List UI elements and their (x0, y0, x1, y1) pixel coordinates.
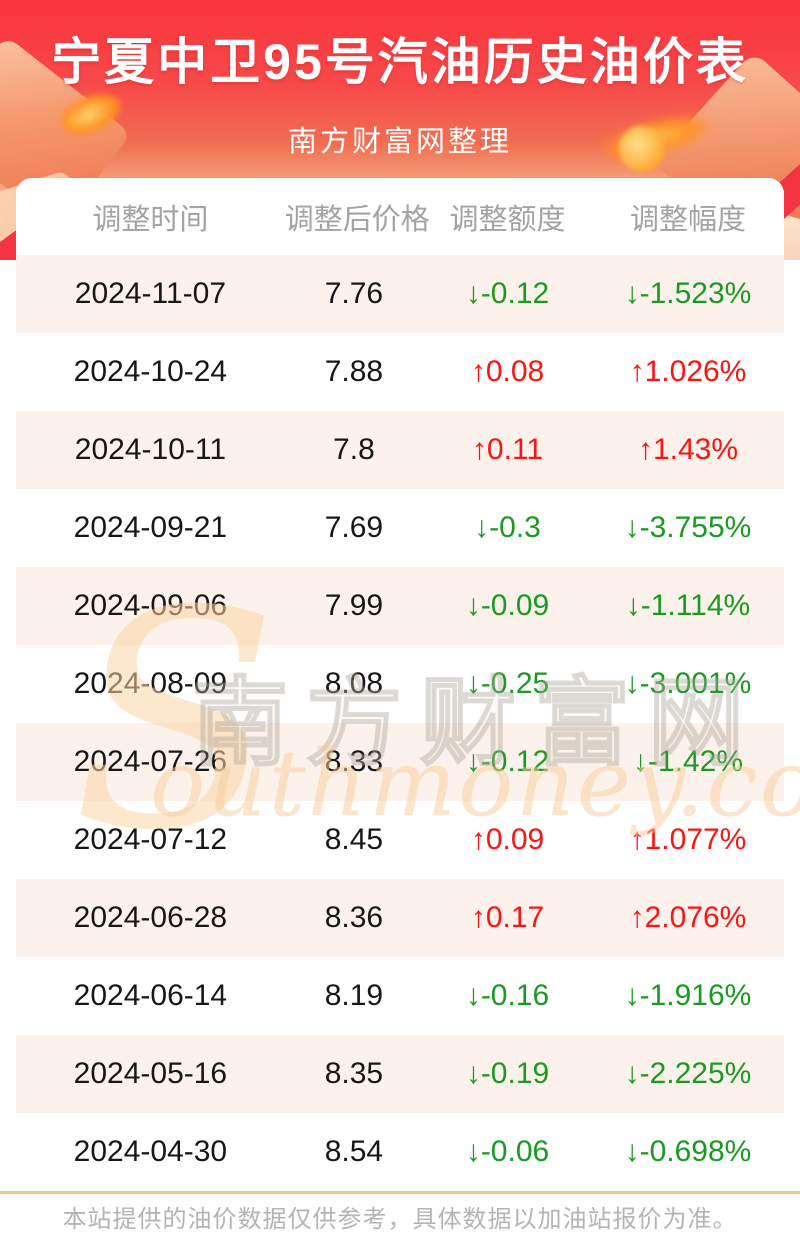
table-row: 2024-05-16 8.35 ↓-0.19 ↓-2.225% (16, 1035, 784, 1113)
cell-change: ↓-0.09 (465, 589, 550, 622)
cell-price: 7.8 (333, 433, 375, 466)
cell-percent: ↓-3.755% (624, 511, 752, 544)
cell-date: 2024-09-06 (73, 589, 228, 622)
cell-date: 2024-09-21 (73, 511, 228, 544)
cell-change: ↓-0.3 (474, 511, 541, 544)
cell-change: ↑0.11 (471, 433, 544, 466)
cell-price: 8.19 (324, 979, 384, 1012)
cell-percent: ↓-3.001% (624, 667, 752, 700)
cell-price: 8.33 (324, 745, 384, 778)
cell-date: 2024-07-12 (73, 823, 228, 856)
table-row: 2024-11-07 7.76 ↓-0.12 ↓-1.523% (16, 255, 784, 333)
cell-price: 8.54 (324, 1135, 384, 1168)
price-table-card: 调整时间 调整后价格 调整额度 调整幅度 2024-11-07 7.76 ↓-0.1… (16, 178, 784, 1191)
cell-change: ↓-0.16 (465, 979, 550, 1012)
table-row: 2024-06-14 8.19 ↓-0.16 ↓-1.916% (16, 957, 784, 1035)
cell-date: 2024-05-16 (73, 1057, 228, 1090)
cell-change: ↓-0.12 (465, 745, 550, 778)
column-header-change: 调整额度 (449, 203, 566, 236)
page-title: 宁夏中卫95号汽油历史油价表 (51, 34, 749, 90)
cell-change: ↑0.17 (470, 901, 545, 934)
cell-change: ↓-0.12 (465, 277, 550, 310)
cell-date: 2024-06-28 (73, 901, 228, 934)
table-row: 2024-08-09 8.08 ↓-0.25 ↓-3.001% (16, 645, 784, 723)
cell-percent: ↓-1.114% (625, 589, 751, 622)
cell-date: 2024-08-09 (73, 667, 228, 700)
column-header-date: 调整时间 (92, 203, 209, 236)
decor-right-coin-icon (619, 126, 665, 172)
cell-change: ↓-0.25 (465, 667, 550, 700)
table-row: 2024-06-28 8.36 ↑0.17 ↑2.076% (16, 879, 784, 957)
page-subtitle: 南方财富网整理 (287, 126, 512, 158)
table-row: 2024-10-24 7.88 ↑0.08 ↑1.026% (16, 333, 784, 411)
cell-date: 2024-10-11 (74, 433, 227, 466)
cell-change: ↓-0.19 (465, 1057, 550, 1090)
cell-percent: ↑1.026% (629, 355, 747, 388)
cell-date: 2024-06-14 (73, 979, 228, 1012)
cell-price: 7.88 (324, 355, 384, 388)
cell-price: 7.69 (324, 511, 384, 544)
footer-note: 本站提供的油价数据仅供参考，具体数据以加油站报价为准。 (62, 1205, 738, 1233)
cell-price: 8.36 (324, 901, 384, 934)
cell-price: 7.76 (324, 277, 384, 310)
cell-percent: ↓-1.916% (624, 979, 752, 1012)
footer-disclaimer: 本站提供的油价数据仅供参考，具体数据以加油站报价为准。 (0, 1191, 800, 1238)
table-row: 2024-09-21 7.69 ↓-0.3 ↓-3.755% (16, 489, 784, 567)
table-row: 2024-10-11 7.8 ↑0.11 ↑1.43% (16, 411, 784, 489)
price-table-header: 调整时间 调整后价格 调整额度 调整幅度 (16, 178, 784, 255)
cell-price: 7.99 (324, 589, 384, 622)
cell-price: 8.08 (324, 667, 384, 700)
price-table-body: 2024-11-07 7.76 ↓-0.12 ↓-1.523% 2024-10-24 7.… (16, 255, 784, 1191)
cell-percent: ↑1.43% (637, 433, 739, 466)
column-header-price: 调整后价格 (284, 203, 430, 236)
cell-percent: ↓-0.698% (624, 1135, 752, 1168)
cell-change: ↓-0.06 (465, 1135, 550, 1168)
cell-percent: ↓-2.225% (624, 1057, 752, 1090)
table-row: 2024-09-06 7.99 ↓-0.09 ↓-1.114% (16, 567, 784, 645)
cell-percent: ↑1.077% (629, 823, 747, 856)
cell-date: 2024-07-26 (73, 745, 228, 778)
cell-price: 8.45 (324, 823, 384, 856)
cell-date: 2024-11-07 (74, 277, 227, 310)
cell-percent: ↑2.076% (629, 901, 747, 934)
cell-percent: ↓-1.42% (632, 745, 744, 778)
cell-date: 2024-10-24 (73, 355, 228, 388)
cell-date: 2024-04-30 (73, 1135, 228, 1168)
cell-change: ↑0.08 (470, 355, 545, 388)
cell-change: ↑0.09 (470, 823, 545, 856)
table-row: 2024-07-26 8.33 ↓-0.12 ↓-1.42% (16, 723, 784, 801)
cell-price: 8.35 (324, 1057, 384, 1090)
column-header-percent: 调整幅度 (629, 203, 746, 236)
table-row: 2024-04-30 8.54 ↓-0.06 ↓-0.698% (16, 1113, 784, 1191)
cell-percent: ↓-1.523% (624, 277, 752, 310)
table-row: 2024-07-12 8.45 ↑0.09 ↑1.077% (16, 801, 784, 879)
